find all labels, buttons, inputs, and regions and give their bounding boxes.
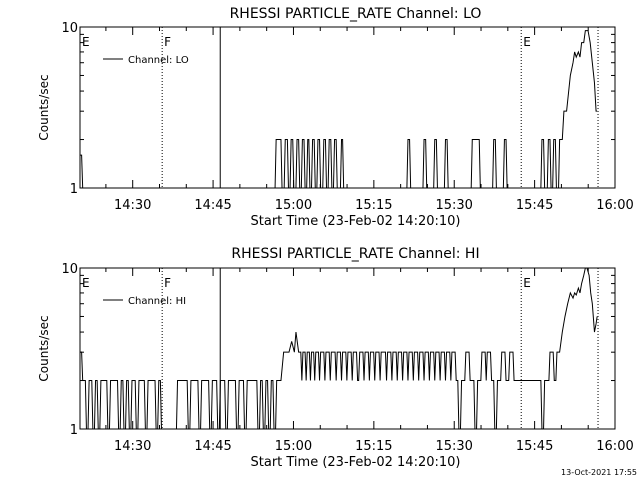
chart-layer: RHESSI PARTICLE_RATE Channel: LO Start Ti… [37,6,634,470]
marker-label: E [82,276,90,290]
y-tick-label: 1 [70,182,78,197]
x-tick-label: 14:45 [194,439,231,454]
x-tick-label: 15:00 [275,439,312,454]
marker-label: F [164,35,171,49]
x-tick-label: 15:30 [435,439,472,454]
marker-label: E [523,276,531,290]
chart-title: RHESSI PARTICLE_RATE Channel: HI [231,246,479,262]
chart-title: RHESSI PARTICLE_RATE Channel: LO [230,6,482,22]
x-axis-label: Start Time (23-Feb-02 14:20:10) [251,214,461,229]
marker-label: E [523,35,531,49]
marker-label: F [164,276,171,290]
x-tick-label: 16:00 [596,439,633,454]
x-tick-label: 14:45 [194,198,231,213]
data-series-line [80,30,598,189]
x-tick-label: 16:00 [596,198,633,213]
data-series-line [80,267,598,430]
y-tick-label: 1 [70,423,78,438]
x-tick-label: 14:30 [114,439,151,454]
x-axis-label: Start Time (23-Feb-02 14:20:10) [251,455,461,470]
x-tick-label: 15:00 [275,198,312,213]
y-tick-label: 10 [61,21,78,36]
legend-label: Channel: LO [128,55,189,66]
x-tick-label: 14:30 [114,198,151,213]
x-tick-label: 15:15 [355,439,392,454]
x-tick-label: 15:15 [355,198,392,213]
y-tick-label: 10 [61,262,78,277]
legend-label: Channel: HI [128,296,186,307]
x-tick-label: 15:45 [516,198,553,213]
chart-panel-2: RHESSI PARTICLE_RATE Channel: HI Start Ti… [37,246,634,470]
chart-panel-1: RHESSI PARTICLE_RATE Channel: LO Start Ti… [37,6,634,229]
footer-timestamp: 13-Oct-2021 17:55 [561,468,637,477]
marker-label: E [82,35,90,49]
x-tick-label: 15:30 [435,198,472,213]
y-axis-label: Counts/sec [37,74,51,140]
y-axis-label: Counts/sec [37,315,51,381]
x-tick-label: 15:45 [516,439,553,454]
